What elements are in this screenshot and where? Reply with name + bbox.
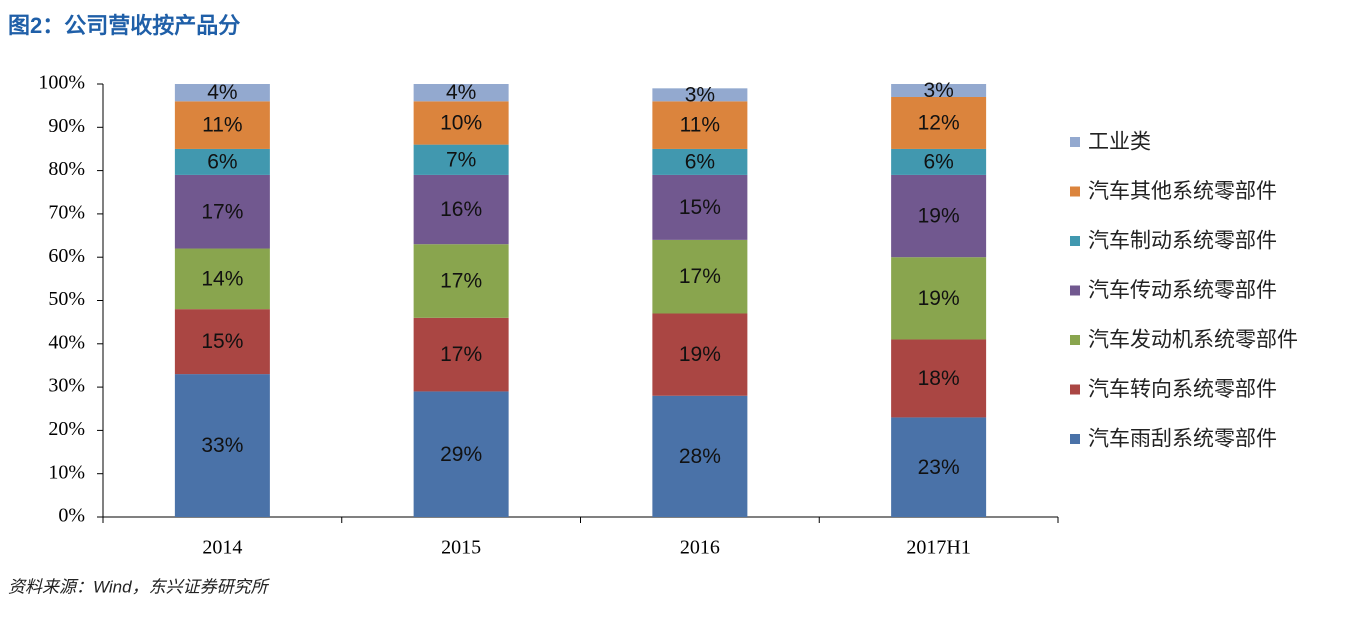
y-tick-label: 40% xyxy=(48,331,85,353)
bar-segment xyxy=(413,84,509,102)
legend-swatch xyxy=(1070,236,1080,246)
legend-swatch xyxy=(1070,384,1080,395)
data-label: 15% xyxy=(201,330,243,353)
legend-label: 汽车转向系统零部件 xyxy=(1088,378,1277,401)
data-label: 17% xyxy=(440,343,482,366)
bar-segment xyxy=(652,395,748,517)
bar-segment xyxy=(652,174,748,240)
bar-segment xyxy=(652,148,748,175)
bar-segment xyxy=(174,148,270,175)
y-tick-label: 50% xyxy=(48,288,85,310)
y-tick-label: 100% xyxy=(38,72,85,94)
data-label: 6% xyxy=(685,150,715,173)
bar-segment xyxy=(891,257,987,340)
bar-segment xyxy=(652,88,748,102)
data-label: 19% xyxy=(679,343,721,366)
bar-segment xyxy=(174,248,270,310)
data-label: 14% xyxy=(201,267,243,290)
bar-segment xyxy=(413,101,509,145)
data-label: 11% xyxy=(680,114,720,137)
data-label: 19% xyxy=(918,205,960,228)
data-label: 33% xyxy=(201,434,243,457)
data-label: 12% xyxy=(918,112,960,135)
bar-segment xyxy=(652,239,748,314)
bar-segment xyxy=(413,174,509,245)
bar-segment xyxy=(413,391,509,517)
y-tick-label: 60% xyxy=(48,245,85,267)
legend-label: 汽车传动系统零部件 xyxy=(1088,279,1277,302)
bar-segment xyxy=(652,313,748,396)
data-label: 18% xyxy=(918,367,960,390)
data-label: 28% xyxy=(679,445,721,468)
legend-label: 汽车雨刮系统零部件 xyxy=(1088,428,1277,451)
legend-swatch xyxy=(1070,137,1080,147)
data-label: 15% xyxy=(679,196,721,219)
x-tick-label: 2014 xyxy=(202,537,242,559)
data-label: 4% xyxy=(446,81,476,104)
bar-segment xyxy=(891,96,987,149)
y-tick-label: 30% xyxy=(48,375,85,397)
y-tick-label: 90% xyxy=(48,115,85,137)
bar-segment xyxy=(891,148,987,175)
bar-segment xyxy=(174,84,270,102)
bar-segment xyxy=(174,309,270,375)
bar-segment xyxy=(174,101,270,149)
source-note: 资料来源：Wind，东兴证券研究所 xyxy=(8,577,271,596)
data-label: 19% xyxy=(918,287,960,310)
data-label: 23% xyxy=(918,456,960,479)
legend-label: 汽车制动系统零部件 xyxy=(1088,230,1277,253)
y-tick-label: 70% xyxy=(48,201,85,223)
legend-label: 汽车其他系统零部件 xyxy=(1088,180,1277,203)
data-label: 17% xyxy=(201,200,243,223)
data-label: 3% xyxy=(923,79,953,102)
data-label: 17% xyxy=(679,265,721,288)
bar-segment xyxy=(174,174,270,249)
data-label: 11% xyxy=(202,114,242,137)
legend-swatch xyxy=(1070,434,1080,444)
data-label: 3% xyxy=(685,83,715,106)
legend-label: 汽车发动机系统零部件 xyxy=(1088,329,1298,352)
y-tick-label: 10% xyxy=(48,461,85,483)
legend-swatch xyxy=(1070,186,1080,197)
data-label: 6% xyxy=(923,150,953,173)
bar-segment xyxy=(413,144,509,175)
data-label: 17% xyxy=(440,270,482,293)
legend-swatch xyxy=(1070,335,1080,345)
x-tick-label: 2015 xyxy=(441,537,481,559)
data-label: 4% xyxy=(207,81,237,104)
y-tick-label: 0% xyxy=(58,505,85,527)
y-tick-label: 20% xyxy=(48,418,85,440)
x-tick-label: 2017H1 xyxy=(906,537,970,559)
bar-segment xyxy=(891,339,987,418)
bar-segment xyxy=(413,244,509,318)
data-label: 7% xyxy=(446,148,476,171)
bar-segment xyxy=(174,374,270,517)
data-label: 16% xyxy=(440,198,482,221)
data-label: 6% xyxy=(207,150,237,173)
bar-segment xyxy=(413,317,509,392)
legend-label: 工业类 xyxy=(1088,131,1151,154)
bar-segment xyxy=(891,174,987,258)
data-label: 10% xyxy=(440,112,482,135)
x-tick-label: 2016 xyxy=(680,537,720,559)
bar-segment xyxy=(891,84,987,97)
legend-swatch xyxy=(1070,285,1080,296)
bar-segment xyxy=(652,101,748,149)
bar-segment xyxy=(891,417,987,517)
data-label: 29% xyxy=(440,443,482,466)
y-tick-label: 80% xyxy=(48,158,85,180)
chart-title: 图2：公司营收按产品分 xyxy=(8,13,240,38)
